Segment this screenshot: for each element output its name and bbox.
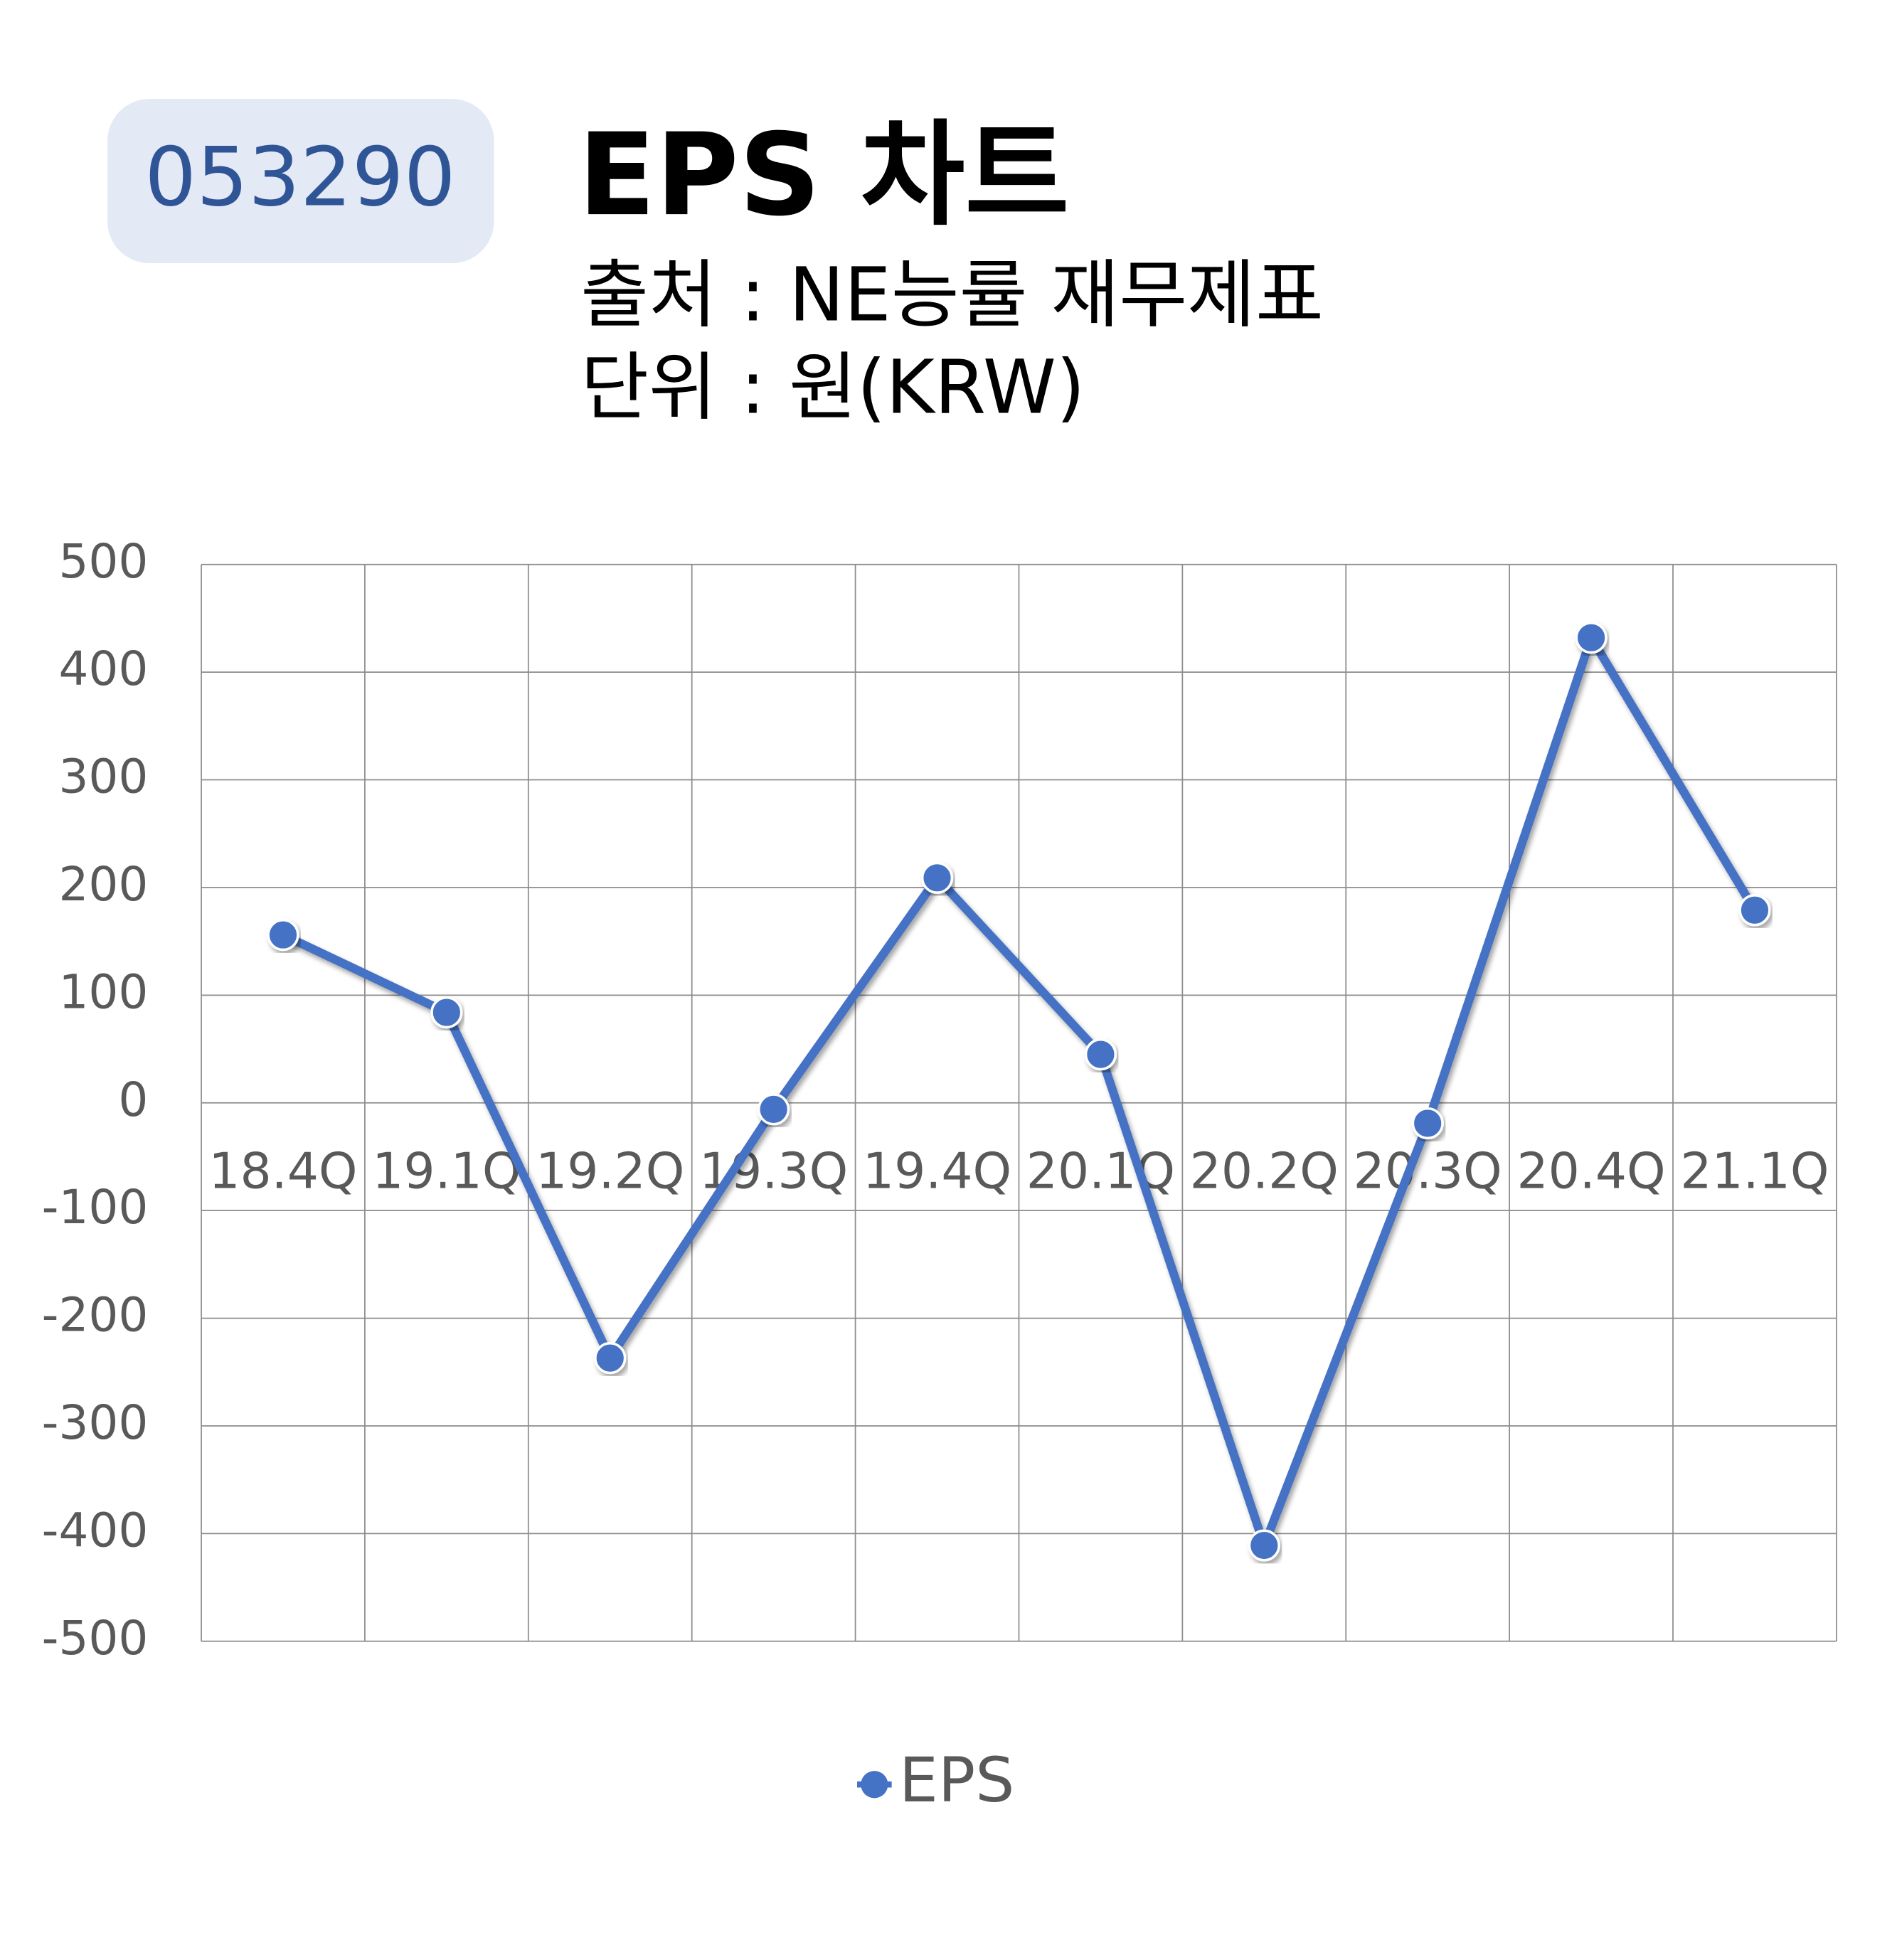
stock-code: 053290 <box>144 130 455 225</box>
x-tick-label: 20.4Q <box>1516 1144 1665 1200</box>
series-line <box>281 633 1759 1550</box>
y-tick-label: -500 <box>42 1611 149 1666</box>
code-badge <box>107 99 494 264</box>
data-point <box>1248 1529 1280 1562</box>
y-tick-label: -300 <box>42 1395 149 1450</box>
data-point <box>430 996 463 1029</box>
y-tick-label: -100 <box>42 1180 149 1235</box>
data-point <box>920 861 954 894</box>
plot: -500 -400 -300 -200 -100 0 100 200 300 400 500 18.4… <box>42 534 1837 1816</box>
x-tick-label: 19.1Q <box>372 1144 521 1200</box>
source: 출처 : NE능률 재무제표 <box>580 251 1324 338</box>
x-tick-label: 19.2Q <box>536 1144 684 1200</box>
x-tick-label: 19.4Q <box>863 1144 1011 1200</box>
data-point <box>758 1093 790 1126</box>
y-tick-label: 400 <box>58 641 148 696</box>
legend-label: EPS <box>899 1745 1014 1816</box>
x-tick-label: 18.4Q <box>208 1144 357 1200</box>
data-point <box>267 918 299 952</box>
y-tick-label: 300 <box>58 750 148 804</box>
legend-marker <box>861 1771 888 1799</box>
y-tick-label: 200 <box>58 857 148 912</box>
x-tick-label: 20.2Q <box>1190 1144 1339 1200</box>
unit: 단위 : 원(KRW) <box>580 344 1085 431</box>
data-point <box>1738 894 1771 927</box>
x-tick-label: 20.1Q <box>1026 1144 1175 1200</box>
data-point <box>594 1342 627 1375</box>
x-tick-label: 21.1Q <box>1680 1144 1829 1200</box>
x-tick-label: 20.3Q <box>1354 1144 1502 1200</box>
y-tick-label: -200 <box>42 1288 149 1343</box>
y-tick-label: 0 <box>118 1072 148 1127</box>
y-tick-label: 500 <box>58 534 148 589</box>
chart-title: EPS 차트 <box>578 109 1070 241</box>
data-point <box>1411 1107 1444 1140</box>
y-tick-label: 100 <box>58 964 148 1019</box>
data-point <box>1575 622 1608 654</box>
data-point <box>1084 1038 1117 1071</box>
y-tick-label: -400 <box>42 1503 149 1557</box>
